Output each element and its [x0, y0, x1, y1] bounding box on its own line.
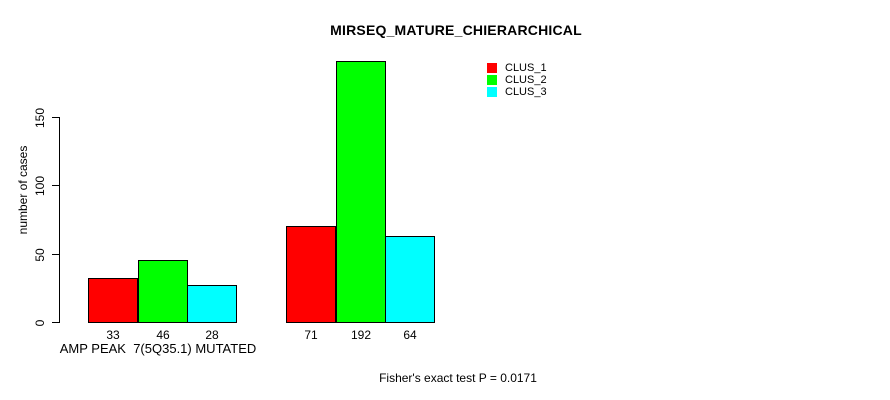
y-tick-label: 50: [33, 247, 47, 262]
y-tick-label: 0: [33, 319, 47, 326]
bar: [138, 260, 188, 323]
legend-row: CLUS_1: [487, 62, 547, 74]
legend: CLUS_1 CLUS_2 CLUS_3: [487, 62, 547, 98]
y-tick: [52, 185, 60, 186]
x-group-label: AMP PEAK 7(5Q35.1) MUTATED: [59, 341, 257, 356]
footer-text: Fisher's exact test P = 0.0171: [379, 371, 537, 385]
legend-label: CLUS_1: [505, 62, 547, 74]
chart-title: MIRSEQ_MATURE_CHIERARCHICAL: [330, 22, 582, 38]
bar-value-label: 33: [106, 328, 120, 342]
bar: [88, 278, 138, 323]
y-tick-label: 150: [33, 107, 47, 128]
legend-row: CLUS_3: [487, 86, 547, 98]
y-axis-line: [59, 117, 60, 323]
legend-row: CLUS_2: [487, 74, 547, 86]
legend-color-swatch: [487, 63, 497, 73]
bar: [336, 61, 386, 323]
legend-color-swatch: [487, 87, 497, 97]
legend-label: CLUS_3: [505, 86, 547, 98]
bar-value-label: 28: [205, 328, 219, 342]
y-tick: [52, 254, 60, 255]
y-tick-label: 100: [33, 175, 47, 196]
y-tick: [52, 322, 60, 323]
legend-color-swatch: [487, 75, 497, 85]
y-tick: [52, 117, 60, 118]
bar-value-label: 192: [350, 328, 372, 342]
y-axis-label: number of cases: [16, 145, 30, 235]
bar-value-label: 71: [304, 328, 318, 342]
bar: [187, 285, 237, 323]
bar: [385, 236, 435, 323]
bar: [286, 226, 336, 323]
bar-value-label: 64: [403, 328, 417, 342]
legend-label: CLUS_2: [505, 74, 547, 86]
bar-value-label: 46: [156, 328, 170, 342]
